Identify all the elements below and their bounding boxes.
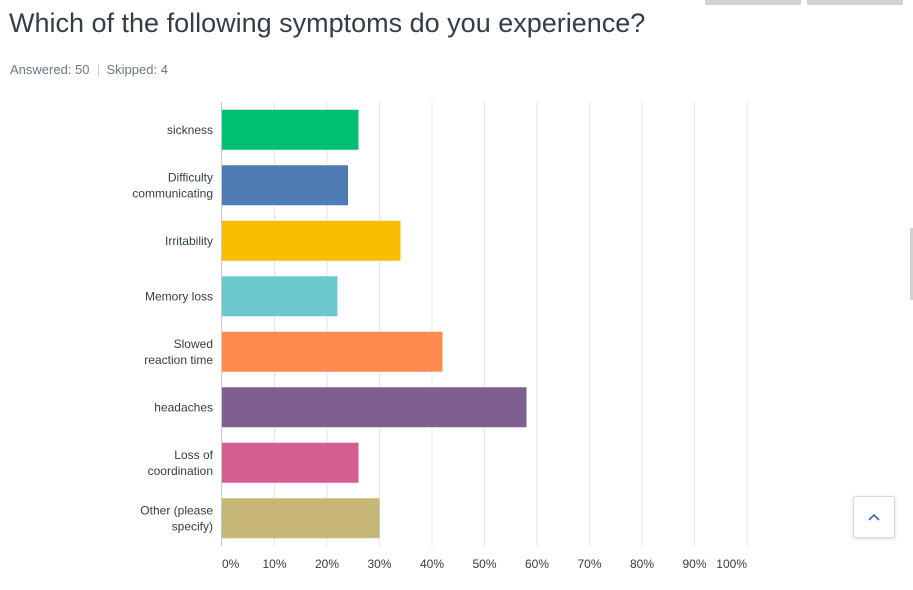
bar <box>222 442 359 483</box>
category-label: Slowed <box>174 337 213 351</box>
bar <box>222 109 359 150</box>
x-tick-label: 40% <box>420 557 444 571</box>
x-tick-label: 90% <box>682 557 706 571</box>
category-label: Other (please <box>140 503 213 517</box>
bar <box>222 165 348 206</box>
skipped-count: Skipped: 4 <box>106 62 168 77</box>
bar <box>222 276 338 317</box>
category-label: communicating <box>132 186 213 200</box>
x-tick-label: 0% <box>222 557 240 571</box>
response-stats: Answered: 50 Skipped: 4 <box>10 62 168 77</box>
divider <box>97 64 99 77</box>
category-label: sickness <box>167 123 213 137</box>
x-tick-label: 80% <box>630 557 654 571</box>
chevron-up-icon <box>868 513 880 521</box>
bar <box>222 331 443 372</box>
scrollbar[interactable] <box>910 228 913 300</box>
category-label: specify) <box>172 519 213 533</box>
category-label: coordination <box>148 464 213 478</box>
bar <box>222 498 380 539</box>
scroll-to-top-button[interactable] <box>853 496 895 538</box>
x-tick-label: 70% <box>577 557 601 571</box>
x-tick-label: 100% <box>716 557 747 571</box>
category-label: Loss of <box>174 448 213 462</box>
bar <box>222 387 527 428</box>
x-tick-label: 20% <box>315 557 339 571</box>
category-label: Memory loss <box>145 289 213 303</box>
bar-chart: 0% 10% 20% 30% 40% 50% 60% 70% 80% 90% 100% sicknes… <box>132 102 748 571</box>
bar <box>222 220 401 261</box>
toolbar-button[interactable] <box>705 0 801 5</box>
x-tick-label: 10% <box>262 557 286 571</box>
category-label: reaction time <box>144 353 213 367</box>
x-tick-label: 60% <box>525 557 549 571</box>
toolbar-button[interactable] <box>807 0 903 5</box>
x-tick-label: 50% <box>472 557 496 571</box>
answered-count: Answered: 50 <box>10 62 90 77</box>
category-label: headaches <box>154 400 213 414</box>
category-label: Difficulty <box>168 170 213 184</box>
x-tick-label: 30% <box>367 557 391 571</box>
category-label: Irritability <box>165 234 213 248</box>
page-title: Which of the following symptoms do you e… <box>9 8 646 38</box>
